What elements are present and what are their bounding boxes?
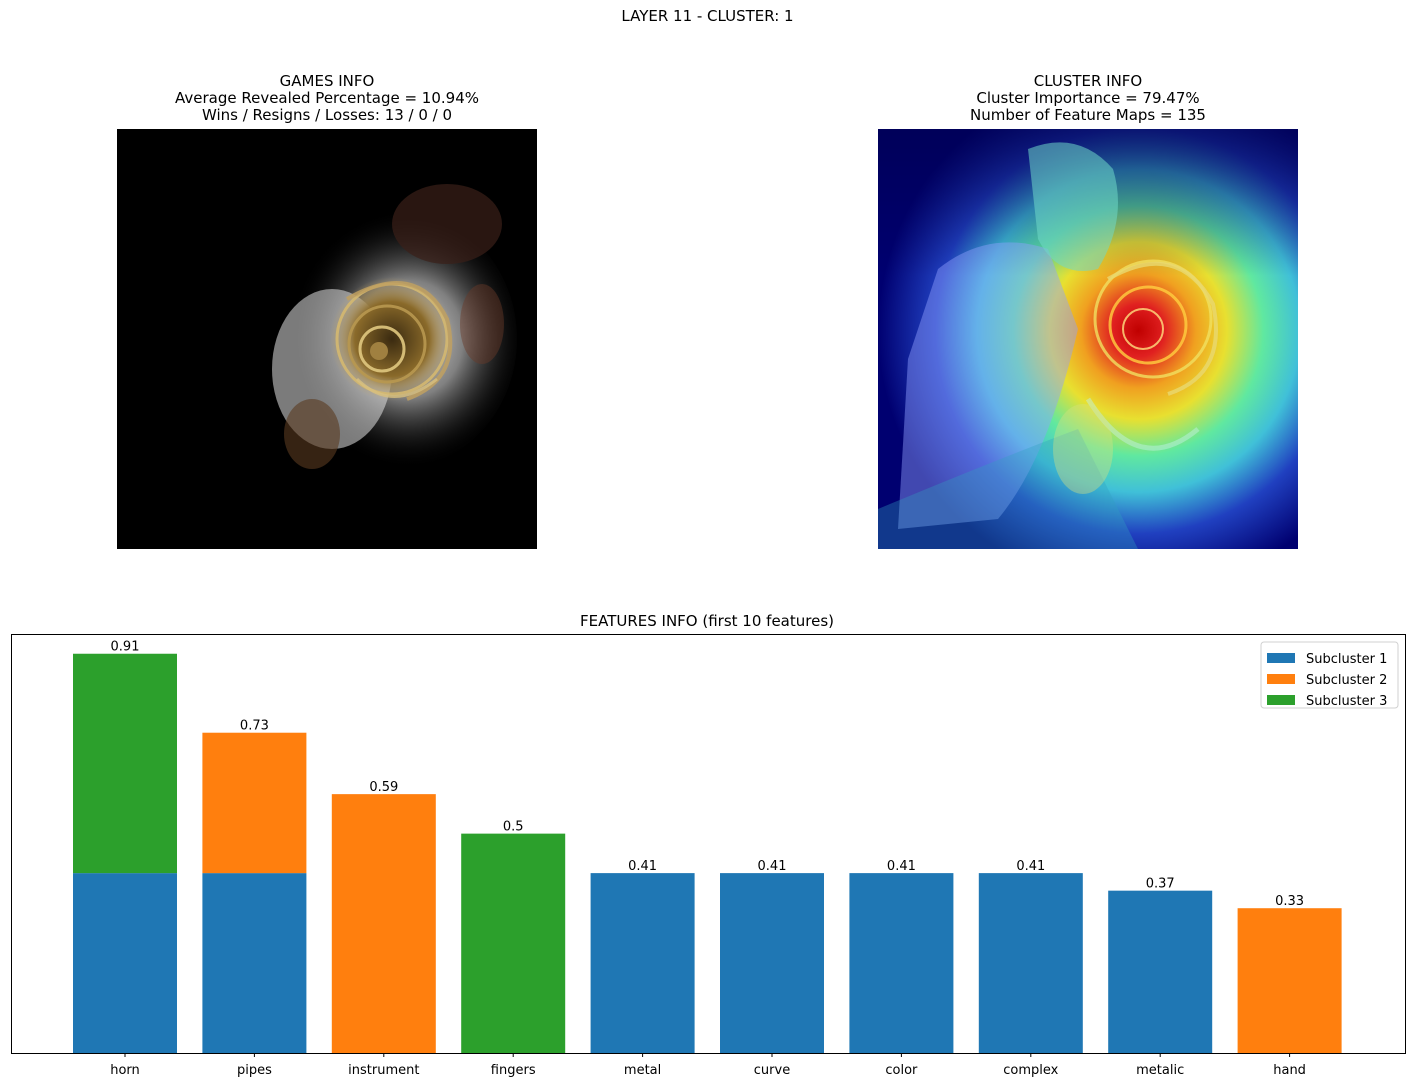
legend-swatch-subcluster-3 [1267, 695, 1295, 705]
bar-color-subcluster-1 [849, 873, 954, 1053]
value-label-metal: 0.41 [628, 859, 657, 874]
chart-title: FEATURES INFO (first 10 features) [580, 612, 834, 630]
value-label-metalic: 0.37 [1146, 877, 1175, 892]
legend-swatch-subcluster-2 [1267, 674, 1295, 684]
x-tick-label-pipes: pipes [237, 1063, 272, 1078]
revealed-image-graphic [117, 129, 537, 549]
legend-swatch-subcluster-1 [1267, 653, 1295, 663]
x-tick-label-color: color [885, 1063, 918, 1078]
bars-group [73, 653, 1342, 1053]
cluster-info-title-block: CLUSTER INFO Cluster Importance = 79.47%… [788, 73, 1388, 124]
value-label-horn: 0.91 [111, 640, 140, 655]
value-label-complex: 0.41 [1016, 859, 1045, 874]
x-tick-label-instrument: instrument [348, 1063, 419, 1078]
bar-horn-subcluster-1 [73, 873, 177, 1053]
cluster-info-feature-maps: Number of Feature Maps = 135 [970, 106, 1206, 124]
cluster-heatmap-image [878, 129, 1298, 549]
x-tick-label-metal: metal [624, 1063, 661, 1078]
x-axis-ticks: horn pipes instrument fingers metal curve colo… [110, 1053, 1306, 1078]
bar-complex-subcluster-1 [978, 873, 1083, 1053]
figure-title: LAYER 11 - CLUSTER: 1 [621, 7, 794, 25]
bar-metalic-subcluster-1 [1108, 890, 1213, 1053]
bar-curve-subcluster-1 [720, 873, 824, 1053]
bar-instrument-subcluster-2 [331, 794, 436, 1053]
value-label-fingers: 0.5 [503, 820, 524, 835]
bar-fingers-subcluster-3 [461, 833, 566, 1053]
x-tick-label-curve: curve [754, 1063, 790, 1078]
bar-metal-subcluster-1 [590, 873, 695, 1053]
x-tick-label-hand: hand [1273, 1063, 1306, 1078]
bar-hand-subcluster-2 [1237, 908, 1342, 1053]
games-info-revealed-percentage: Average Revealed Percentage = 10.94% [174, 89, 479, 107]
legend-box [1260, 641, 1399, 709]
x-tick-label-horn: horn [110, 1063, 140, 1078]
cluster-heatmap-graphic [878, 129, 1298, 549]
bar-pipes-subcluster-2 [202, 732, 307, 874]
cluster-info-importance: Cluster Importance = 79.47% [976, 89, 1200, 107]
games-info-wins-resigns-losses: Wins / Resigns / Losses: 13 / 0 / 0 [201, 106, 453, 124]
value-label-curve: 0.41 [758, 859, 787, 874]
value-label-instrument: 0.59 [369, 780, 398, 795]
legend-label-subcluster-1: Subcluster 1 [1306, 652, 1387, 667]
value-label-color: 0.41 [887, 859, 916, 874]
x-tick-label-fingers: fingers [491, 1063, 536, 1078]
x-tick-label-complex: complex [1003, 1063, 1058, 1078]
legend-label-subcluster-3: Subcluster 3 [1306, 694, 1387, 709]
games-info-title-block: GAMES INFO Average Revealed Percentage =… [27, 73, 627, 124]
value-label-hand: 0.33 [1275, 894, 1304, 909]
features-bar-chart: FEATURES INFO (first 10 features) 0.910.… [11, 612, 1406, 1078]
revealed-image [117, 129, 537, 549]
bar-horn-subcluster-3 [73, 653, 177, 874]
legend: Subcluster 1 Subcluster 2 Subcluster 3 [1260, 641, 1399, 709]
value-labels-group: 0.91 0.73 0.59 0.5 0.41 0.41 0.41 0.41 0.37 0.33 [111, 640, 1305, 909]
axes-frame [11, 634, 1406, 1054]
value-label-pipes: 0.73 [240, 719, 269, 734]
cluster-info-heading: CLUSTER INFO [1033, 72, 1143, 90]
x-tick-label-metalic: metalic [1136, 1063, 1184, 1078]
legend-label-subcluster-2: Subcluster 2 [1306, 673, 1387, 688]
games-info-heading: GAMES INFO [279, 72, 375, 90]
bar-pipes-subcluster-1 [202, 873, 307, 1053]
